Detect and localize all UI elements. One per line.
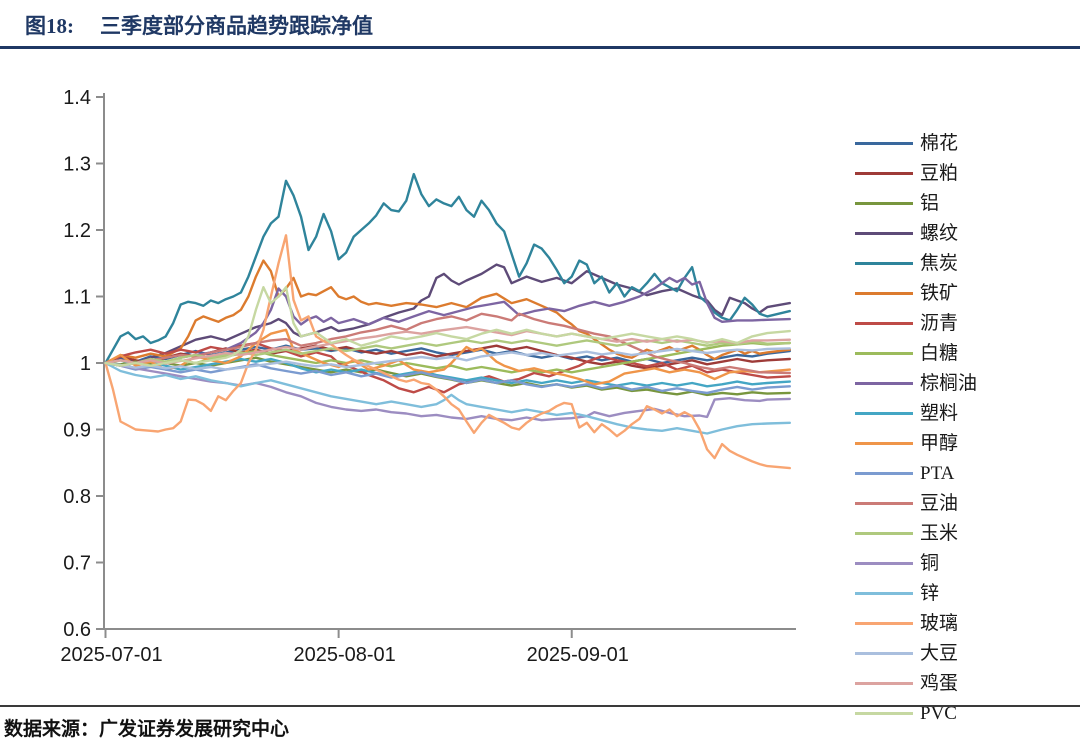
title-divider (0, 46, 1080, 49)
legend-label: 鸡蛋 (920, 672, 959, 694)
legend-swatch (855, 261, 913, 265)
legend-item: 玻璃 (855, 608, 1077, 638)
legend-item: 锌 (855, 578, 1077, 608)
legend-item: 棉花 (855, 128, 1077, 158)
y-tick-label: 0.7 (63, 553, 91, 575)
series-line (104, 339, 791, 365)
legend-label: 铝 (920, 192, 940, 214)
series-line (104, 286, 791, 367)
y-tick-label: 1 (80, 353, 91, 375)
series-line (104, 259, 791, 365)
series-line (104, 172, 791, 365)
legend-item: 甲醇 (855, 428, 1077, 458)
series-line (104, 361, 791, 395)
footer-divider (0, 705, 1080, 707)
legend-item: 铝 (855, 188, 1077, 218)
legend-label: 焦炭 (920, 252, 959, 274)
legend-swatch (855, 171, 913, 175)
x-tick-label: 2025-08-01 (293, 644, 395, 666)
series-line (104, 276, 791, 367)
legend-swatch (855, 141, 913, 145)
series-line (104, 347, 791, 371)
legend-label: 锌 (920, 582, 940, 604)
series-line (104, 341, 791, 374)
legend-swatch (855, 561, 913, 565)
series-line (104, 361, 791, 435)
x-tick-label: 2025-09-01 (527, 644, 629, 666)
legend-label: 螺纹 (920, 222, 959, 244)
legend-label: 甲醇 (920, 432, 959, 454)
legend-item: 塑料 (855, 398, 1077, 428)
legend-item: 棕榈油 (855, 368, 1077, 398)
legend-label: 铜 (920, 552, 940, 574)
legend-label: 玉米 (920, 522, 959, 544)
legend-swatch (855, 471, 913, 475)
legend-label: PTA (920, 462, 955, 484)
legend-swatch (855, 711, 913, 715)
legend-item: 大豆 (855, 638, 1077, 668)
legend-swatch (855, 321, 913, 325)
legend-item: 铁矿 (855, 278, 1077, 308)
legend-swatch (855, 231, 913, 235)
legend-swatch (855, 441, 913, 445)
figure-title: 图18: 三季度部分商品趋势跟踪净值 (25, 10, 373, 40)
legend-item: PVC (855, 698, 1077, 728)
legend-item: 鸡蛋 (855, 668, 1077, 698)
legend-label: 铁矿 (920, 282, 959, 304)
legend-swatch (855, 381, 913, 385)
y-tick-label: 1.2 (63, 220, 91, 242)
legend-item: 白糖 (855, 338, 1077, 368)
legend-item: 螺纹 (855, 218, 1077, 248)
y-tick-label: 0.6 (63, 619, 91, 641)
legend-label: 大豆 (920, 642, 959, 664)
legend-item: 豆油 (855, 488, 1077, 518)
legend-label: 白糖 (920, 342, 959, 364)
legend-label: 棉花 (920, 132, 959, 154)
legend-swatch (855, 591, 913, 595)
legend-item: PTA (855, 458, 1077, 488)
legend-swatch (855, 681, 913, 685)
series-line (104, 312, 791, 375)
legend-swatch (855, 501, 913, 505)
series-line (104, 341, 791, 394)
series-line (104, 325, 791, 365)
series-line (104, 234, 791, 470)
legend-label: 棕榈油 (920, 372, 978, 394)
x-tick-label: 2025-07-01 (60, 644, 162, 666)
y-tick-label: 1.1 (63, 287, 91, 309)
chart-legend: 棉花豆粕铝螺纹焦炭铁矿沥青白糖棕榈油塑料甲醇 PTA 豆油玉米铜锌玻璃大豆鸡蛋 PVC (855, 128, 1077, 728)
y-tick-label: 1.4 (63, 87, 91, 109)
legend-label: 沥青 (920, 312, 959, 334)
legend-swatch (855, 621, 913, 625)
legend-item: 豆粕 (855, 158, 1077, 188)
legend-item: 铜 (855, 548, 1077, 578)
chart-area: 1.4 1.3 1.2 1.1 1 0.9 0.8 0.7 0.6 2025-07-01 2025-… (0, 50, 1080, 723)
legend-swatch (855, 351, 913, 355)
y-tick-label: 0.8 (63, 486, 91, 508)
legend-swatch (855, 291, 913, 295)
series-line (104, 357, 791, 388)
legend-swatch (855, 531, 913, 535)
y-tick-label: 1.3 (63, 154, 91, 176)
data-source-note: 数据来源：广发证券发展研究中心 (4, 719, 290, 740)
figure-title-text: 三季度部分商品趋势跟踪净值 (100, 14, 373, 38)
legend-item: 焦炭 (855, 248, 1077, 278)
legend-swatch (855, 411, 913, 415)
legend-swatch (855, 201, 913, 205)
figure-number: 图18: (25, 14, 74, 38)
legend-item: 玉米 (855, 518, 1077, 548)
legend-item: 沥青 (855, 308, 1077, 338)
legend-swatch (855, 651, 913, 655)
legend-label: 塑料 (920, 402, 959, 424)
legend-label: 玻璃 (920, 612, 959, 634)
legend-label: PVC (920, 702, 957, 724)
legend-label: 豆油 (920, 492, 959, 514)
net-value-line-chart: 1.4 1.3 1.2 1.1 1 0.9 0.8 0.7 0.6 2025-07-01 2025-… (60, 87, 796, 666)
y-tick-label: 0.9 (63, 420, 91, 442)
legend-label: 豆粕 (920, 162, 959, 184)
